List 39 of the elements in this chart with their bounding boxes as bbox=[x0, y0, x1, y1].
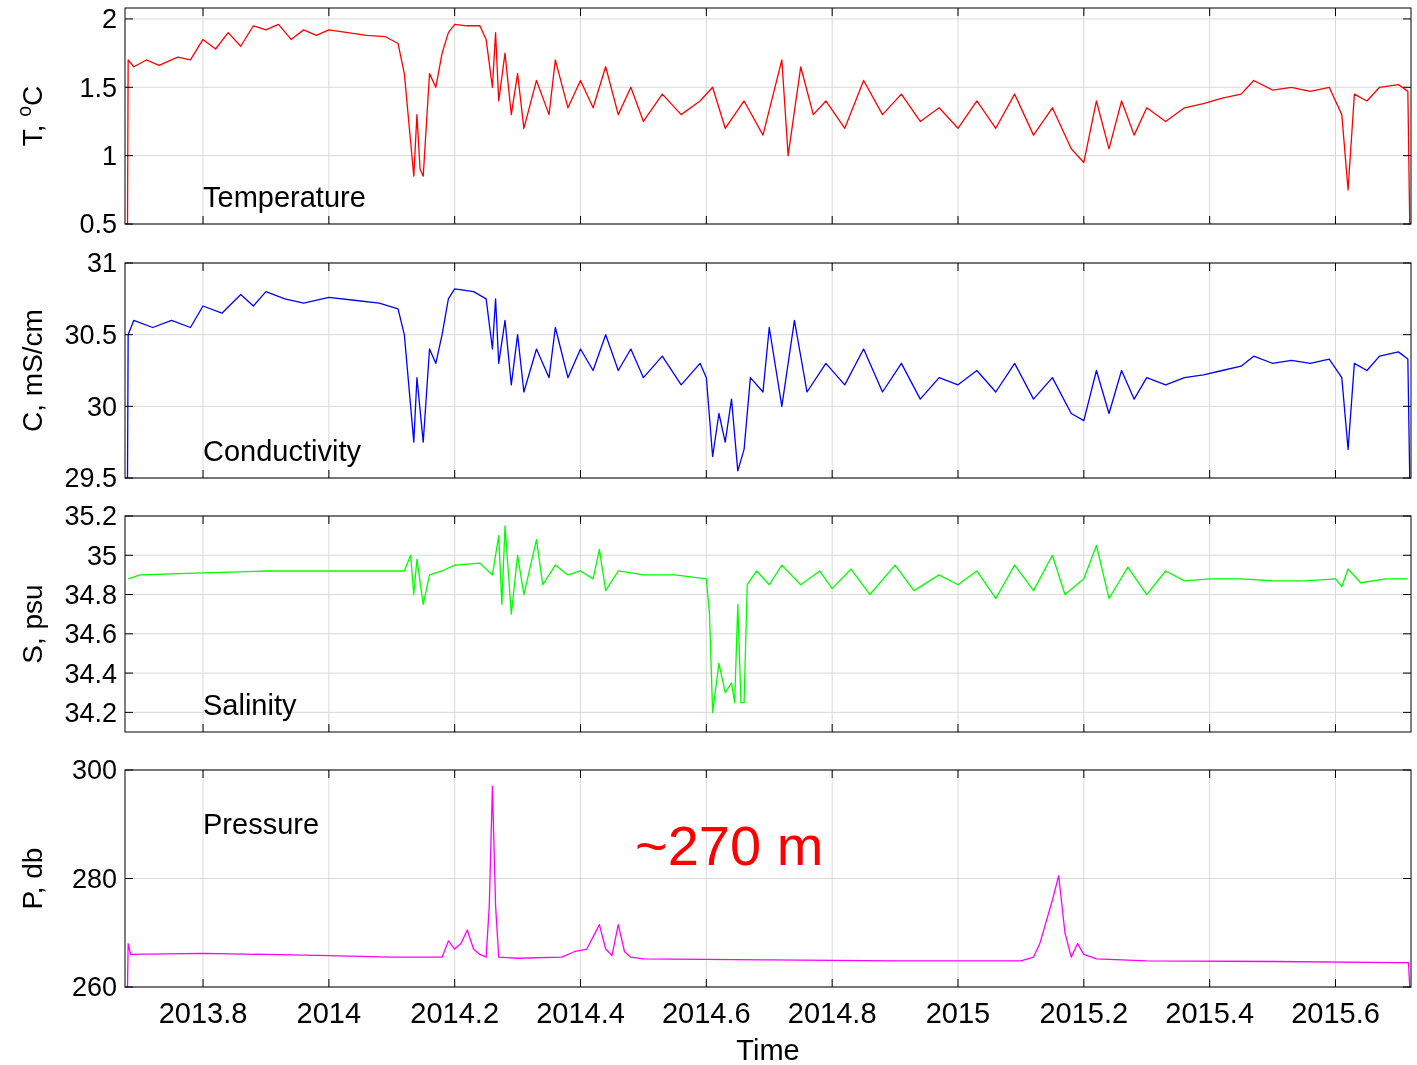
y-tick-label: 29.5 bbox=[64, 463, 117, 494]
y-tick-label: 35.2 bbox=[64, 501, 117, 532]
y-tick-label: 300 bbox=[71, 755, 117, 786]
y-tick-label: 34.8 bbox=[64, 580, 117, 610]
y-tick-label: 280 bbox=[71, 863, 117, 894]
x-tick-label: 2015 bbox=[925, 997, 991, 1029]
y-tick-label: 34.4 bbox=[64, 658, 117, 689]
annotation: Pressure bbox=[203, 808, 320, 840]
x-tick-label: 2014.2 bbox=[410, 997, 500, 1029]
line-series bbox=[126, 785, 1411, 988]
x-tick-label: 2015.6 bbox=[1291, 997, 1380, 1029]
x-tick-label: 2013.8 bbox=[158, 997, 248, 1029]
y-tick-label: 2 bbox=[101, 4, 117, 35]
x-tick-label: 2014.4 bbox=[536, 997, 625, 1029]
line-series bbox=[126, 288, 1411, 479]
y-tick-label: 1 bbox=[101, 141, 117, 172]
y-tick-label: 34.2 bbox=[64, 697, 117, 728]
x-tick-label: 2015.4 bbox=[1165, 997, 1255, 1029]
y-axis-title: P, db bbox=[17, 847, 48, 910]
y-tick-label: 35 bbox=[86, 540, 117, 571]
y-tick-label: 34.6 bbox=[64, 619, 117, 650]
line-series bbox=[126, 23, 1411, 225]
x-tick-label: 2014 bbox=[296, 997, 362, 1029]
x-tick-label: 2014.8 bbox=[787, 997, 877, 1029]
y-axis-title: S, psu bbox=[17, 584, 48, 664]
y-axis-title: C, mS/cm bbox=[17, 309, 48, 432]
y-tick-label: 260 bbox=[71, 972, 117, 1003]
annotation: Temperature bbox=[203, 181, 366, 213]
y-tick-label: 0.5 bbox=[79, 209, 117, 240]
y-tick-label: 30.5 bbox=[64, 320, 117, 351]
y-tick-label: 1.5 bbox=[79, 72, 117, 103]
x-axis-title: Time bbox=[736, 1034, 800, 1065]
annotation: Salinity bbox=[203, 689, 297, 721]
annotation: Conductivity bbox=[203, 435, 362, 467]
y-tick-label: 31 bbox=[86, 248, 117, 279]
x-tick-label: 2014.6 bbox=[661, 997, 751, 1029]
x-tick-label: 2015.2 bbox=[1039, 997, 1129, 1029]
y-tick-label: 30 bbox=[86, 391, 117, 422]
annotation: ~270 m bbox=[635, 814, 824, 877]
